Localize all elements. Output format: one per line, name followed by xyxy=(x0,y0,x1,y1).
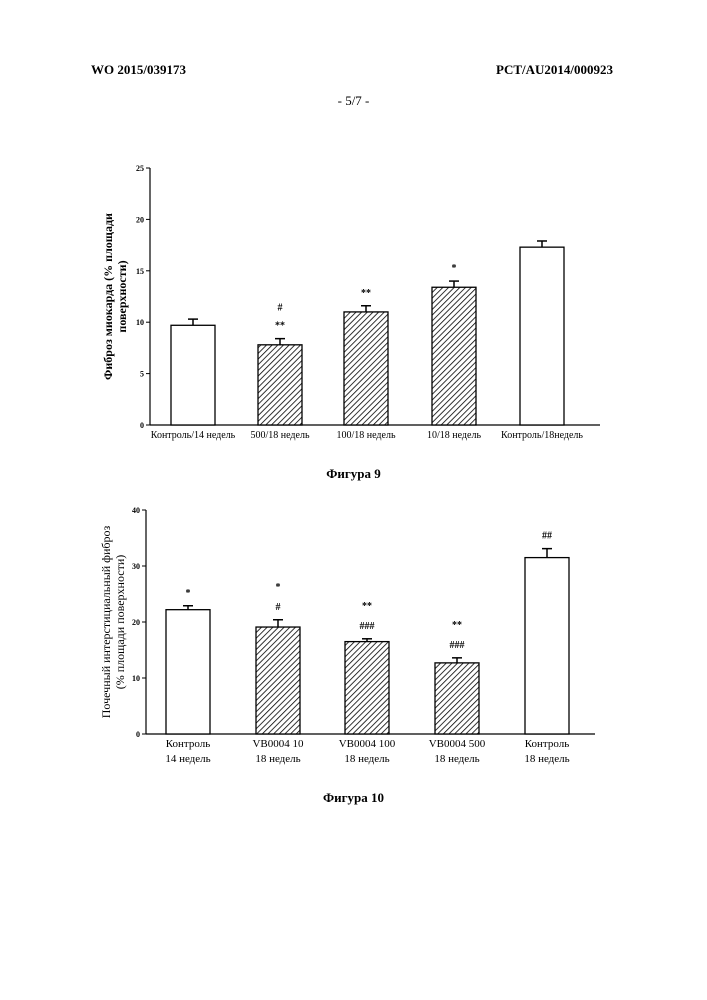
category-label: 18 недель xyxy=(255,753,300,765)
y-tick-label: 15 xyxy=(136,267,144,276)
significance-mark: * xyxy=(276,582,281,593)
category-label: 500/18 недель xyxy=(250,430,309,441)
y-tick-label: 40 xyxy=(132,506,140,515)
bar xyxy=(343,311,389,426)
y-axis-title: Фиброз миокарда (% площади xyxy=(101,213,115,380)
y-tick-label: 20 xyxy=(132,618,140,627)
y-tick-label: 30 xyxy=(132,562,140,571)
figure-9-chart: 0 5 10 15 20 25 Фиброз миокарда (% площади пове… xyxy=(101,164,600,441)
y-axis-title: Почечный интерстициальный фиброз xyxy=(99,526,113,719)
category-label: Контроль xyxy=(525,738,569,750)
category-label: Контроль/18недель xyxy=(501,430,583,441)
y-tick-label: 25 xyxy=(136,164,144,173)
significance-mark: ** xyxy=(275,321,285,332)
significance-mark: ** xyxy=(452,620,462,631)
significance-mark: ### xyxy=(360,621,375,632)
bar xyxy=(255,626,301,735)
application-number: PCT/AU2014/000923 xyxy=(496,62,613,77)
bar xyxy=(434,662,480,735)
category-label: 100/18 недель xyxy=(336,430,395,441)
category-label: 18 недель xyxy=(344,753,389,765)
y-axis-title: поверхности) xyxy=(115,260,129,332)
significance-mark: ### xyxy=(450,640,465,651)
category-label: VB0004 100 xyxy=(339,738,396,750)
category-label: VB0004 10 xyxy=(252,738,304,750)
page-number: - 5/7 - xyxy=(337,93,370,108)
y-tick-label: 10 xyxy=(132,674,140,683)
significance-mark: # xyxy=(278,303,283,314)
bar xyxy=(524,556,570,735)
category-label: 10/18 недель xyxy=(427,430,481,441)
category-label: Контроль/14 недель xyxy=(151,430,236,441)
y-tick-label: 20 xyxy=(136,215,144,224)
bar xyxy=(344,640,390,735)
significance-mark: ** xyxy=(362,601,372,612)
category-label: Контроль xyxy=(166,738,210,750)
y-axis-title: (% площади поверхности) xyxy=(113,555,127,690)
bar xyxy=(519,246,565,426)
figure-10-chart: 0 10 20 30 40 Почечный интерстициальный фибро… xyxy=(99,506,595,765)
figure-9-caption: Фигура 9 xyxy=(326,466,381,481)
figure-10-caption: Фигура 10 xyxy=(322,790,385,805)
significance-mark: ## xyxy=(542,531,552,542)
significance-mark: * xyxy=(452,263,457,274)
y-tick-label: 10 xyxy=(136,318,144,327)
patent-number: WO 2015/039173 xyxy=(91,62,186,77)
category-label: 14 недель xyxy=(165,753,210,765)
bar xyxy=(431,286,477,426)
y-tick-label: 0 xyxy=(136,730,140,739)
bar xyxy=(257,344,303,426)
significance-mark: ** xyxy=(361,288,371,299)
y-tick-label: 0 xyxy=(140,421,144,430)
category-label: 18 недель xyxy=(524,753,569,765)
bar xyxy=(170,324,216,426)
bar xyxy=(165,609,211,735)
category-label: VB0004 500 xyxy=(429,738,486,750)
significance-mark: * xyxy=(186,588,191,599)
y-tick-label: 5 xyxy=(140,370,144,379)
significance-mark: # xyxy=(276,602,281,613)
category-label: 18 недель xyxy=(434,753,479,765)
